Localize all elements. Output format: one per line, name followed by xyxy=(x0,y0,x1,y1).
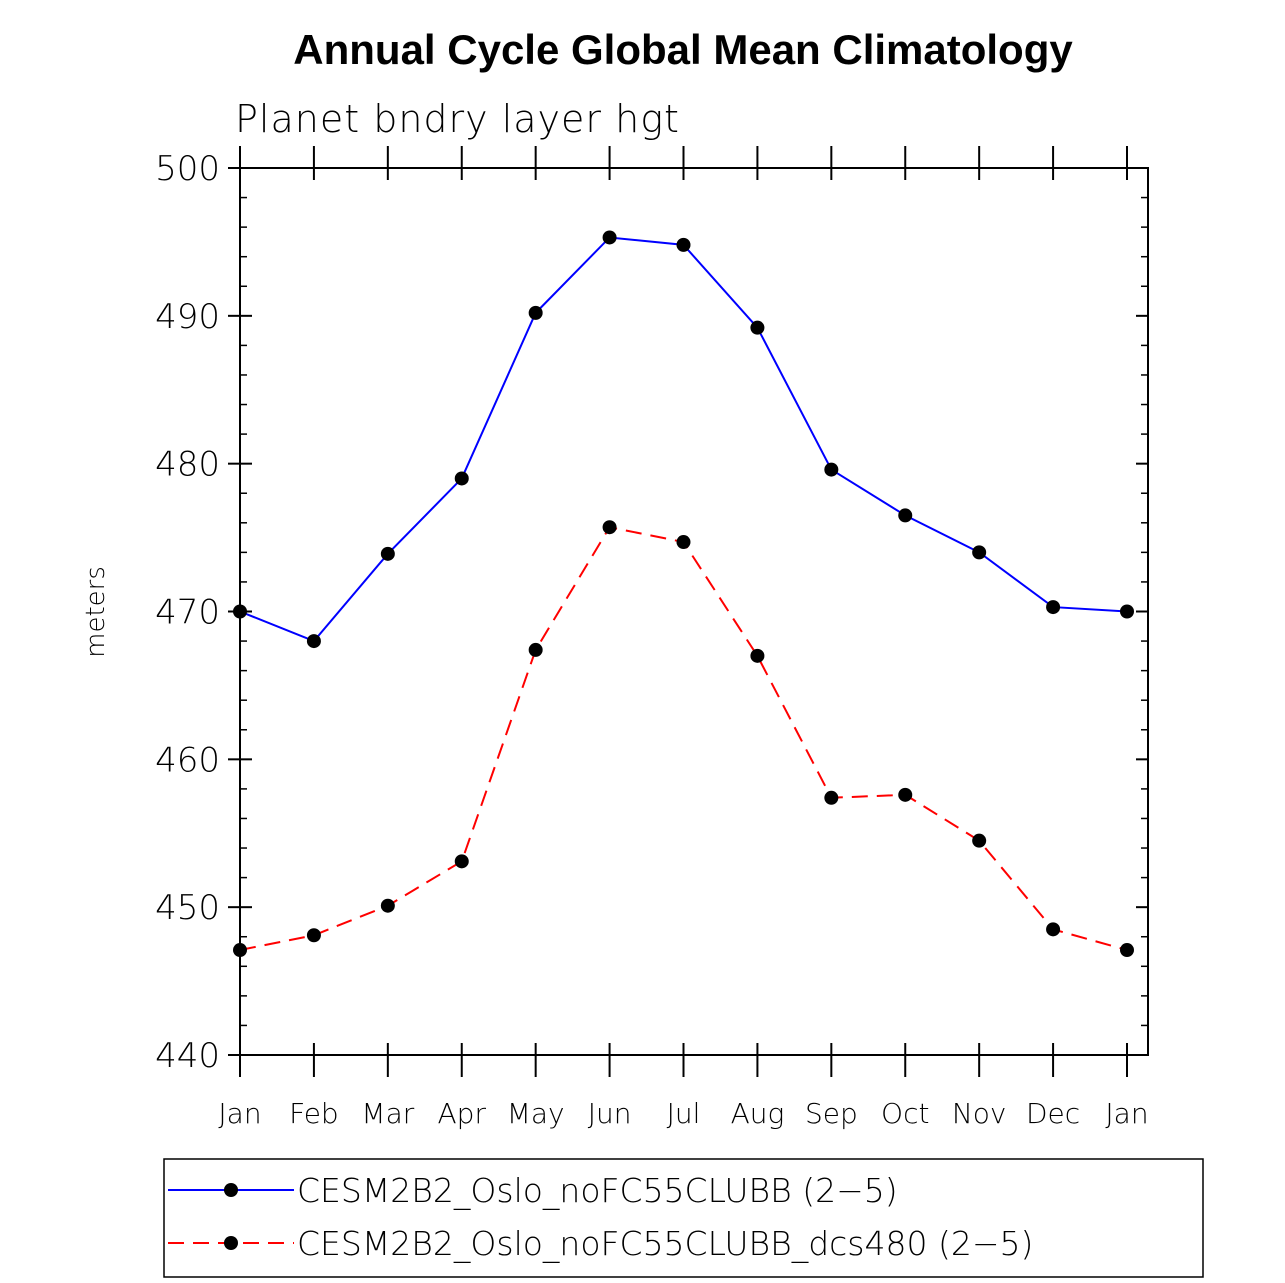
legend: CESM2B2_Oslo_noFC55CLUBB (2−5) CESM2B2_Os… xyxy=(163,1158,1204,1278)
series-1 xyxy=(233,230,1134,649)
plot-frame xyxy=(239,167,1149,1056)
data-point xyxy=(1046,922,1061,937)
series-group xyxy=(233,230,1134,958)
axes: 440 450 460 470 480 490 500 Jan Feb Mar Apr May Jun J… xyxy=(155,146,1149,1130)
x-tick-label: Sep xyxy=(805,1097,858,1130)
legend-label-2: CESM2B2_Oslo_noFC55CLUBB_dcs480 (2−5) xyxy=(297,1224,1033,1264)
x-tick-label: Oct xyxy=(881,1097,929,1130)
data-point xyxy=(676,237,691,252)
chart-subtitle: Planet bndry layer hgt xyxy=(235,97,680,141)
data-point xyxy=(676,535,691,550)
data-point xyxy=(306,928,321,943)
x-tick-label: Nov xyxy=(952,1097,1007,1130)
x-tick-label: Dec xyxy=(1026,1097,1080,1130)
series-2 xyxy=(233,520,1134,958)
legend-box xyxy=(163,1158,1204,1278)
x-tick-label: Jan xyxy=(218,1097,261,1130)
data-point xyxy=(528,305,543,320)
y-tick-label: 440 xyxy=(155,1036,220,1076)
chart-title: Annual Cycle Global Mean Climatology xyxy=(293,26,1073,73)
data-point xyxy=(306,634,321,649)
legend-marker-2 xyxy=(224,1236,238,1250)
data-point xyxy=(1120,943,1134,958)
data-point xyxy=(898,787,913,802)
data-point xyxy=(602,230,617,245)
data-point xyxy=(454,854,469,869)
data-point xyxy=(972,833,987,848)
x-tick-label: Feb xyxy=(289,1097,339,1130)
y-tick-label: 480 xyxy=(155,445,220,485)
data-point xyxy=(898,508,913,523)
data-point xyxy=(454,471,469,486)
data-point xyxy=(528,642,543,657)
y-tick-label: 460 xyxy=(155,740,220,780)
x-tick-label: Jan xyxy=(1105,1097,1148,1130)
y-tick-label: 490 xyxy=(155,297,220,337)
data-point xyxy=(233,943,247,958)
series-line xyxy=(239,236,1128,643)
x-tick-label: May xyxy=(507,1097,565,1130)
series-line xyxy=(239,526,1128,952)
data-point xyxy=(1046,600,1061,615)
x-tick-label: Apr xyxy=(438,1097,487,1130)
data-point xyxy=(380,898,395,913)
data-point xyxy=(1120,604,1134,619)
y-axis-label: meters xyxy=(81,566,111,658)
data-point xyxy=(824,462,839,477)
y-tick-label: 450 xyxy=(155,888,220,928)
data-point xyxy=(380,546,395,561)
data-point xyxy=(233,604,247,619)
data-point xyxy=(602,520,617,535)
y-tick-label: 500 xyxy=(155,149,220,189)
y-tick-label: 470 xyxy=(155,593,220,633)
data-point xyxy=(972,545,987,560)
x-tick-label: Mar xyxy=(361,1097,414,1130)
x-tick-label: Jun xyxy=(588,1097,632,1130)
data-point xyxy=(824,790,839,805)
data-point xyxy=(750,320,765,335)
x-tick-label: Jul xyxy=(667,1097,701,1130)
data-point xyxy=(750,648,765,663)
legend-marker-1 xyxy=(224,1183,238,1197)
legend-label-1: CESM2B2_Oslo_noFC55CLUBB (2−5) xyxy=(297,1171,898,1211)
x-tick-label: Aug xyxy=(731,1097,785,1130)
